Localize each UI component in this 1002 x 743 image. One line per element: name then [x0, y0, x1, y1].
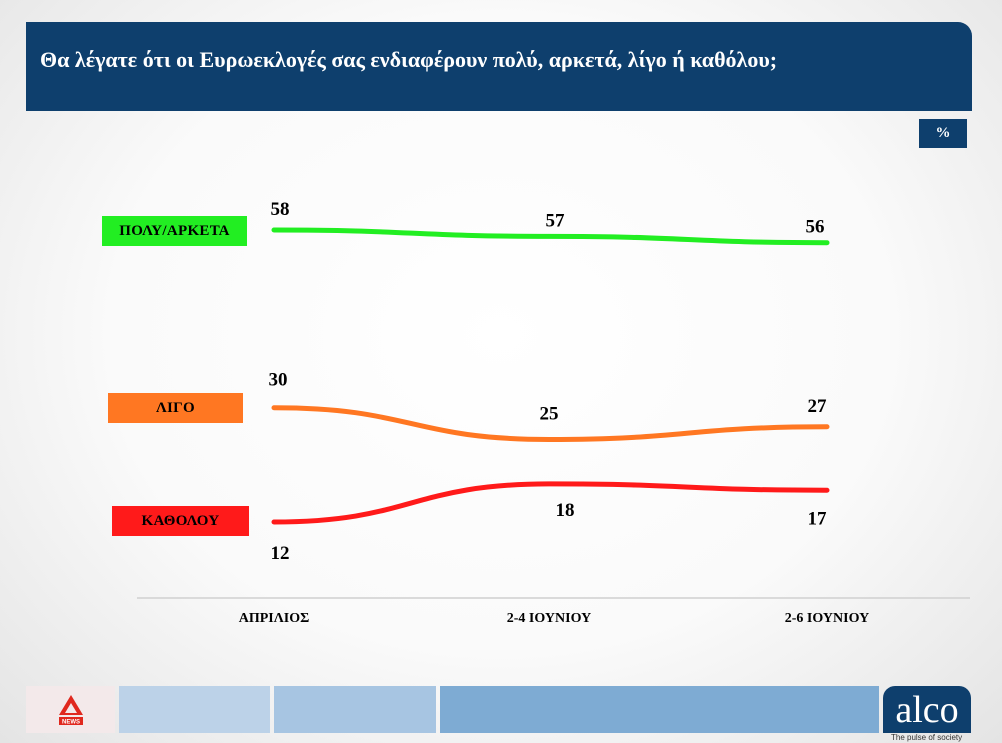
series-line-0 — [271, 227, 830, 246]
news-logo-icon: NEWS — [58, 694, 83, 725]
news-logo: NEWS — [26, 686, 115, 733]
data-label-1-1: 25 — [540, 403, 559, 424]
series-line-1 — [271, 405, 830, 442]
chart-title: Θα λέγατε ότι οι Ευρωεκλογές σας ενδιαφέ… — [40, 47, 778, 72]
title-bar: Θα λέγατε ότι οι Ευρωεκλογές σας ενδιαφέ… — [26, 22, 972, 111]
alco-tagline: The pulse of society — [891, 733, 963, 742]
legend-label-poly-arketa: ΠΟΛΥ/ΑΡΚΕΤΑ — [102, 216, 247, 246]
news-logo-text: NEWS — [62, 719, 80, 725]
footer-segment-1 — [119, 686, 270, 733]
data-label-1-2: 27 — [808, 396, 828, 417]
x-tick-label-2: 2-6 ΙΟΥΝΙΟΥ — [785, 611, 869, 626]
data-label-2-1: 18 — [556, 500, 575, 521]
alco-logo: alco — [883, 686, 971, 733]
x-tick-label-0: ΑΠΡΙΛΙΟΣ — [239, 611, 310, 626]
data-label-0-2: 56 — [806, 217, 825, 238]
footer-segment-2 — [274, 686, 436, 733]
x-tick-label-1: 2-4 ΙΟΥΝΙΟΥ — [507, 611, 591, 626]
data-label-0-1: 57 — [546, 210, 566, 231]
data-label-0-0: 58 — [271, 199, 290, 220]
legend-label-ligo: ΛΙΓΟ — [108, 393, 243, 423]
data-label-2-2: 17 — [808, 508, 828, 529]
footer-segment-3 — [440, 686, 879, 733]
legend-label-katholou: ΚΑΘΟΛΟΥ — [112, 506, 249, 536]
series-line-2 — [271, 481, 830, 525]
data-label-1-0: 30 — [269, 370, 288, 391]
data-label-2-0: 12 — [271, 543, 290, 564]
unit-badge: % — [919, 119, 967, 148]
